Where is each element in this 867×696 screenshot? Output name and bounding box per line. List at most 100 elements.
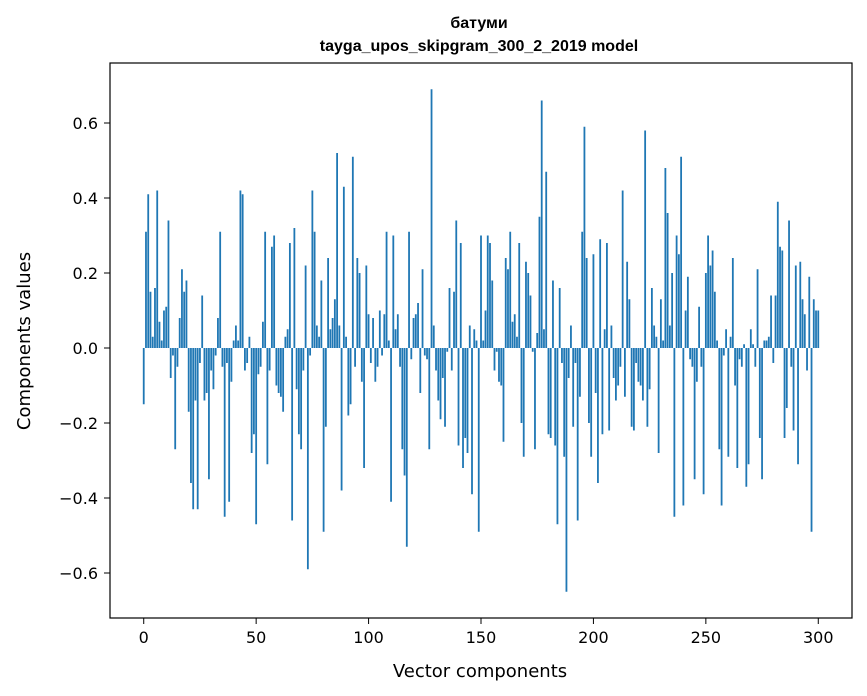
bar-37 [226,348,228,363]
bar-183 [554,348,557,446]
bar-136 [448,288,451,348]
bar-52 [259,348,262,367]
bar-234 [668,325,671,348]
bar-189 [567,348,570,378]
bar-178 [543,329,545,348]
bar-207 [608,348,611,431]
bar-45 [244,348,246,371]
bar-105 [378,310,381,348]
bar-273 [756,269,759,348]
bar-66 [291,348,294,521]
bar-213 [621,190,624,348]
bar-109 [387,340,390,348]
bar-258 [722,348,725,356]
bar-198 [588,348,590,423]
bar-108 [385,231,388,348]
bar-51 [257,348,260,375]
bar-300 [817,310,820,348]
bar-99 [365,265,368,348]
bar-88 [340,348,343,491]
bar-90 [345,336,347,348]
bar-53 [261,321,264,348]
bar-16 [178,318,181,348]
bar-208 [610,325,613,348]
bar-282 [776,201,779,348]
bar-98 [363,348,365,468]
bar-154 [489,243,491,348]
bar-227 [653,325,656,348]
bar-221 [639,348,642,386]
bar-101 [369,348,372,363]
bar-60 [277,348,280,393]
bar-24 [196,348,199,510]
bar-126 [426,348,428,360]
bar-36 [223,348,226,517]
bar-10 [165,306,168,348]
bars-group [142,89,820,592]
bar-188 [565,348,568,592]
bar-65 [288,243,291,348]
bar-41 [235,325,237,348]
bar-78 [318,336,321,348]
bar-9 [163,310,165,348]
bar-218 [632,348,635,431]
bar-63 [284,336,287,348]
bar-134 [444,348,446,427]
bar-144 [466,348,469,453]
bar-128 [430,89,433,348]
bar-69 [297,348,300,435]
bar-71 [302,348,305,371]
bar-159 [500,348,503,386]
bar-212 [619,348,622,367]
bar-120 [412,318,415,348]
bar-32 [214,348,217,356]
bar-58 [273,235,276,348]
bar-70 [300,348,303,450]
bar-29 [208,348,210,480]
x-axis-label: Vector components [393,661,567,682]
bar-295 [806,348,808,371]
bar-224 [646,348,649,427]
bar-222 [641,348,644,401]
bar-11 [167,220,170,348]
bar-201 [594,348,597,393]
bar-252 [709,265,712,348]
bar-250 [704,273,707,348]
bar-44 [241,194,244,348]
bar-91 [347,348,350,416]
bar-274 [758,348,761,438]
bar-259 [725,329,727,348]
bar-161 [504,258,507,348]
bar-55 [266,348,269,465]
bar-299 [815,310,817,348]
bar-229 [657,348,660,453]
x-tick-label: 300 [803,628,834,647]
bar-214 [624,348,626,397]
bar-73 [306,348,309,570]
bar-42 [237,340,240,348]
bar-279 [770,295,772,348]
bar-132 [439,348,442,420]
bar-278 [767,336,770,348]
bar-145 [468,325,471,348]
bar-25 [199,348,201,363]
bar-59 [275,348,278,386]
bar-123 [419,348,422,393]
bar-7 [158,321,161,348]
bar-205 [603,329,606,348]
bar-74 [309,348,312,356]
bar-8 [160,340,163,348]
bar-50 [255,348,258,525]
bar-46 [246,348,249,363]
bar-5 [154,288,156,348]
bar-165 [513,314,516,348]
bar-107 [383,314,386,348]
bar-79 [320,280,323,348]
bar-133 [441,348,444,378]
bar-19 [185,280,188,348]
bar-158 [498,348,500,382]
bar-243 [689,348,692,360]
bar-293 [801,299,804,348]
bar-249 [702,348,705,495]
bar-248 [700,348,703,367]
